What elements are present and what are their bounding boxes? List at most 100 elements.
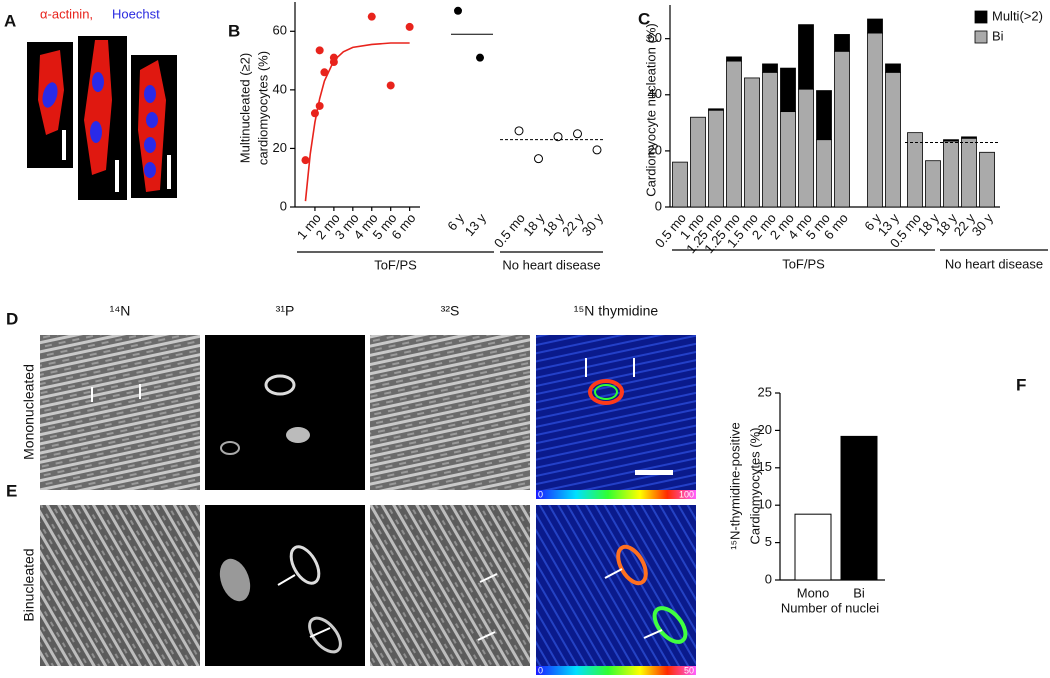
point	[320, 68, 329, 77]
point	[534, 154, 543, 164]
panel-label: A	[4, 11, 16, 30]
x-label: Number of nuclei	[781, 600, 879, 615]
x-tick-label: 30 y	[579, 210, 607, 239]
bar	[925, 160, 941, 208]
point	[367, 12, 376, 21]
panel-label: C	[638, 9, 650, 28]
bar	[794, 513, 832, 581]
y-tick-label: 15	[758, 459, 772, 474]
bar	[816, 139, 832, 208]
x-tick-label: Mono	[797, 585, 830, 600]
bar	[708, 109, 724, 208]
scale-max: 100	[679, 489, 694, 499]
point	[310, 109, 319, 118]
bar	[798, 24, 814, 90]
legend-swatch	[974, 30, 988, 44]
bar	[708, 108, 724, 111]
bar	[943, 140, 959, 208]
y-tick-label: 5	[765, 534, 772, 549]
panel-label: F	[1016, 375, 1026, 394]
bar	[961, 137, 977, 208]
column-title: ¹⁴N	[110, 303, 131, 319]
stain-label: Hoechst	[112, 6, 160, 21]
legend-label: Bi	[992, 28, 1004, 43]
row-label: Mononucleated	[21, 364, 37, 460]
bar	[834, 34, 850, 52]
y-tick-label: 20	[648, 142, 662, 157]
panel-label: E	[6, 481, 17, 500]
stain-label: α-actinin,	[40, 6, 93, 21]
column-title: ³²S	[441, 303, 460, 319]
legend-label: Multi(>2)	[992, 8, 1043, 23]
point	[315, 101, 324, 110]
point	[454, 6, 462, 15]
bar	[961, 136, 977, 139]
point	[476, 53, 484, 62]
x-tick-label: 13 y	[462, 210, 490, 239]
scale-max: 50	[684, 665, 694, 675]
y-label: Cardiomyocyte nucleation (%)	[643, 23, 658, 196]
point	[329, 58, 338, 67]
row-label: Binucleated	[21, 548, 37, 621]
imaging-panels	[40, 335, 696, 675]
legend-swatch	[974, 10, 988, 24]
bar	[834, 50, 850, 208]
y-tick-label: 20	[273, 140, 287, 155]
x-tick-label: Bi	[853, 585, 865, 600]
bar	[867, 18, 883, 34]
y-label: cardiomyocytes (%)	[255, 51, 270, 165]
column-title: ³¹P	[276, 303, 295, 319]
group-label: No heart disease	[502, 257, 600, 272]
group-label: ToF/PS	[374, 257, 417, 272]
bar	[726, 56, 742, 62]
point	[386, 81, 395, 90]
y-tick-label: 40	[648, 86, 662, 101]
y-tick-label: 0	[280, 198, 287, 213]
bar	[762, 63, 778, 73]
bar	[885, 63, 901, 73]
y-tick-label: 60	[648, 30, 662, 45]
fit-curve	[304, 42, 410, 202]
group-label: No heart disease	[945, 256, 1043, 271]
y-tick-label: 60	[273, 23, 287, 38]
y-tick-label: 20	[758, 422, 772, 437]
scale-min: 0	[538, 489, 543, 499]
y-tick-label: 10	[758, 497, 772, 512]
column-title: ¹⁵N thymidine	[574, 303, 659, 319]
panel-label: D	[6, 309, 18, 328]
point	[592, 145, 602, 155]
y-tick-label: 0	[765, 571, 772, 586]
bar	[816, 90, 832, 141]
bar	[867, 32, 883, 208]
y-tick-label: 40	[273, 81, 287, 96]
bar	[690, 116, 706, 208]
bar	[780, 67, 796, 113]
panel-label: B	[228, 21, 240, 40]
point	[573, 129, 582, 139]
x-tick-label: 30 y	[969, 210, 997, 239]
y-label: Multinucleated (≥2)	[237, 53, 252, 163]
bar	[672, 161, 688, 208]
bar	[780, 111, 796, 208]
group-label: ToF/PS	[782, 256, 825, 271]
bar	[907, 132, 923, 208]
bar	[798, 88, 814, 208]
point	[514, 126, 524, 136]
point	[301, 156, 310, 165]
bar	[726, 60, 742, 208]
point	[553, 132, 563, 142]
scale-min: 0	[538, 665, 543, 675]
cell-images	[27, 36, 177, 200]
bar	[943, 139, 959, 142]
y-label: ¹⁵N-thymidine-positive	[727, 422, 742, 549]
bar	[885, 71, 901, 208]
bar	[979, 151, 995, 208]
point	[315, 46, 324, 55]
point	[405, 22, 414, 31]
y-tick-label: 25	[758, 384, 772, 399]
y-tick-label: 0	[655, 198, 662, 213]
bar	[840, 435, 878, 581]
y-label: Cardiomyocytes (%)	[747, 427, 762, 544]
bar	[762, 71, 778, 208]
